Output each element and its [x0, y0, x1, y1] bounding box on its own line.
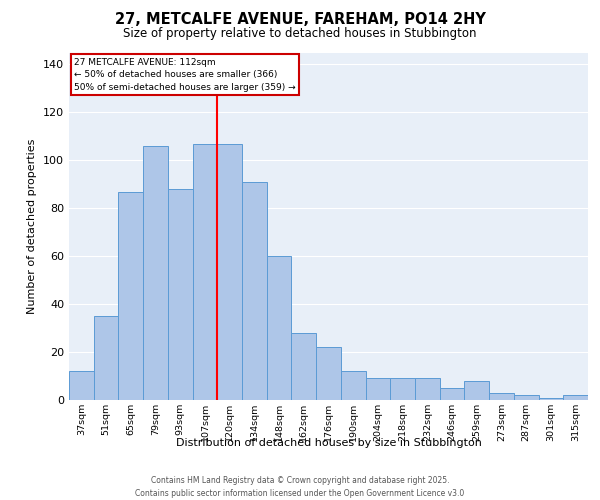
Bar: [539, 398, 563, 400]
Text: Contains public sector information licensed under the Open Government Licence v3: Contains public sector information licen…: [136, 489, 464, 498]
Bar: [464, 381, 489, 400]
Bar: [440, 388, 464, 400]
Bar: [94, 316, 118, 400]
Text: 27 METCALFE AVENUE: 112sqm
← 50% of detached houses are smaller (366)
50% of sem: 27 METCALFE AVENUE: 112sqm ← 50% of deta…: [74, 58, 296, 92]
Bar: [514, 395, 539, 400]
Bar: [292, 333, 316, 400]
Bar: [242, 182, 267, 400]
Bar: [563, 395, 588, 400]
Bar: [118, 192, 143, 400]
Bar: [217, 144, 242, 400]
Bar: [193, 144, 217, 400]
Text: Distribution of detached houses by size in Stubbington: Distribution of detached houses by size …: [176, 438, 482, 448]
Text: Size of property relative to detached houses in Stubbington: Size of property relative to detached ho…: [123, 28, 477, 40]
Bar: [143, 146, 168, 400]
Bar: [69, 371, 94, 400]
Bar: [316, 348, 341, 400]
Bar: [489, 393, 514, 400]
Bar: [365, 378, 390, 400]
Text: 27, METCALFE AVENUE, FAREHAM, PO14 2HY: 27, METCALFE AVENUE, FAREHAM, PO14 2HY: [115, 12, 485, 28]
Bar: [415, 378, 440, 400]
Bar: [267, 256, 292, 400]
Text: Contains HM Land Registry data © Crown copyright and database right 2025.: Contains HM Land Registry data © Crown c…: [151, 476, 449, 485]
Bar: [341, 371, 365, 400]
Bar: [390, 378, 415, 400]
Bar: [168, 189, 193, 400]
Y-axis label: Number of detached properties: Number of detached properties: [28, 138, 37, 314]
